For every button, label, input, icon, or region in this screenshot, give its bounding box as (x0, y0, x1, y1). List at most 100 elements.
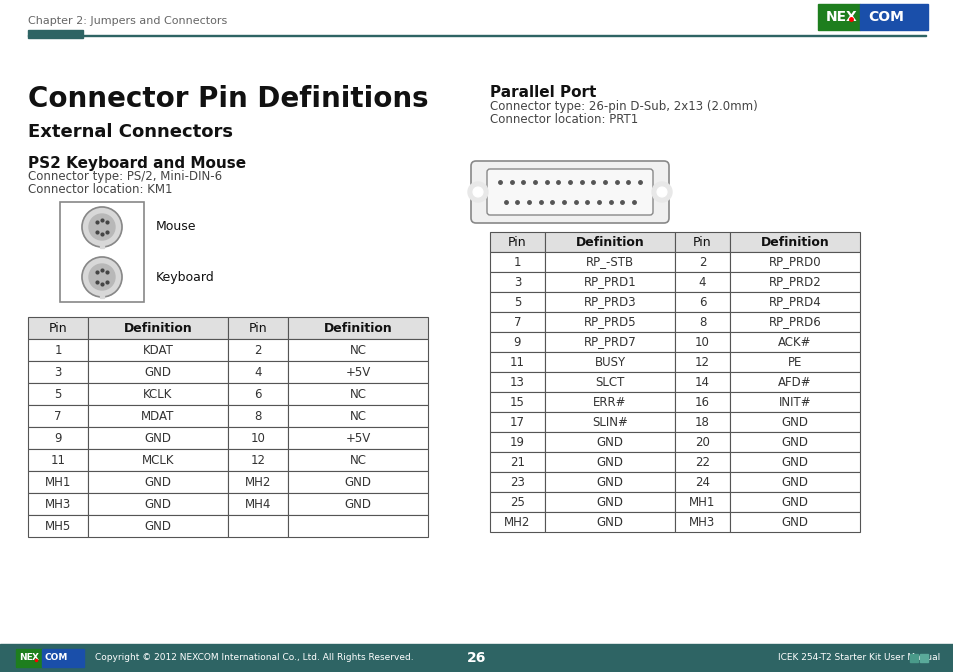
Bar (288, 361, 428, 383)
Text: RP_PRD7: RP_PRD7 (583, 335, 636, 349)
Bar (88, 317, 228, 339)
Text: MH3: MH3 (689, 515, 715, 528)
Bar (729, 292, 859, 312)
Text: MH2: MH2 (504, 515, 530, 528)
Text: ICEK 254-T2 Starter Kit User Manual: ICEK 254-T2 Starter Kit User Manual (777, 653, 939, 663)
Circle shape (89, 264, 115, 290)
Text: 17: 17 (510, 415, 524, 429)
Bar (28, 405, 88, 427)
Text: 4: 4 (698, 276, 705, 288)
Bar (675, 412, 729, 432)
Bar (228, 317, 288, 339)
Text: 7: 7 (514, 315, 520, 329)
Bar (729, 332, 859, 352)
Bar (490, 312, 544, 332)
Bar (675, 312, 729, 332)
Text: 10: 10 (251, 431, 265, 444)
Circle shape (89, 214, 115, 240)
Bar (490, 332, 544, 352)
Bar (28, 515, 88, 537)
Text: GND: GND (344, 476, 371, 489)
Bar (28, 34, 925, 36)
Text: 16: 16 (695, 396, 709, 409)
Text: 9: 9 (54, 431, 62, 444)
Bar (544, 332, 675, 352)
Bar (288, 471, 428, 493)
Bar (859, 4, 927, 30)
Bar (729, 512, 859, 532)
Bar (729, 372, 859, 392)
Text: GND: GND (596, 435, 623, 448)
Bar (675, 372, 729, 392)
Circle shape (468, 182, 488, 202)
Bar (544, 272, 675, 292)
Text: Definition: Definition (323, 321, 392, 335)
Bar (490, 292, 544, 312)
Text: RP_PRD4: RP_PRD4 (768, 296, 821, 308)
Bar (288, 449, 428, 471)
Text: X: X (32, 653, 39, 663)
Bar (28, 471, 88, 493)
Bar (544, 232, 675, 252)
Bar (88, 493, 228, 515)
Bar (729, 272, 859, 292)
Text: ERR#: ERR# (593, 396, 626, 409)
Bar (675, 512, 729, 532)
Text: 15: 15 (510, 396, 524, 409)
Bar (88, 405, 228, 427)
Bar (28, 427, 88, 449)
Text: +5V: +5V (345, 366, 370, 378)
Bar (228, 427, 288, 449)
Text: MDAT: MDAT (141, 409, 174, 423)
Text: X: X (845, 10, 856, 24)
Text: 7: 7 (54, 409, 62, 423)
Bar (228, 471, 288, 493)
Text: KDAT: KDAT (142, 343, 173, 357)
Text: 22: 22 (695, 456, 709, 468)
Bar (28, 449, 88, 471)
Text: Connector location: PRT1: Connector location: PRT1 (490, 113, 638, 126)
Text: GND: GND (781, 515, 807, 528)
FancyBboxPatch shape (486, 169, 652, 215)
Text: 23: 23 (510, 476, 524, 489)
Text: MCLK: MCLK (142, 454, 174, 466)
Bar (490, 472, 544, 492)
Text: External Connectors: External Connectors (28, 123, 233, 141)
Bar (228, 405, 288, 427)
Circle shape (82, 207, 122, 247)
Bar (675, 472, 729, 492)
Bar (88, 361, 228, 383)
Bar (729, 392, 859, 412)
Bar (544, 352, 675, 372)
Bar (228, 383, 288, 405)
Text: 6: 6 (698, 296, 705, 308)
Text: 2: 2 (698, 255, 705, 269)
Text: PE: PE (787, 355, 801, 368)
Bar (729, 412, 859, 432)
Text: GND: GND (596, 515, 623, 528)
Bar (544, 452, 675, 472)
Text: Definition: Definition (124, 321, 193, 335)
Text: 8: 8 (699, 315, 705, 329)
Text: RP_PRD3: RP_PRD3 (583, 296, 636, 308)
Bar (288, 493, 428, 515)
Bar (490, 392, 544, 412)
Text: GND: GND (781, 495, 807, 509)
Text: ACK#: ACK# (778, 335, 811, 349)
Bar (729, 452, 859, 472)
Text: GND: GND (596, 476, 623, 489)
Text: RP_PRD1: RP_PRD1 (583, 276, 636, 288)
Bar (28, 317, 88, 339)
Text: 1: 1 (514, 255, 520, 269)
Text: RP_PRD0: RP_PRD0 (768, 255, 821, 269)
Bar (28, 361, 88, 383)
Bar (544, 392, 675, 412)
Bar (675, 352, 729, 372)
Text: PS2 Keyboard and Mouse: PS2 Keyboard and Mouse (28, 156, 246, 171)
Bar (675, 452, 729, 472)
Text: 1: 1 (54, 343, 62, 357)
Text: COM: COM (45, 653, 69, 663)
Bar (88, 515, 228, 537)
Bar (544, 432, 675, 452)
Bar (100, 244, 104, 248)
